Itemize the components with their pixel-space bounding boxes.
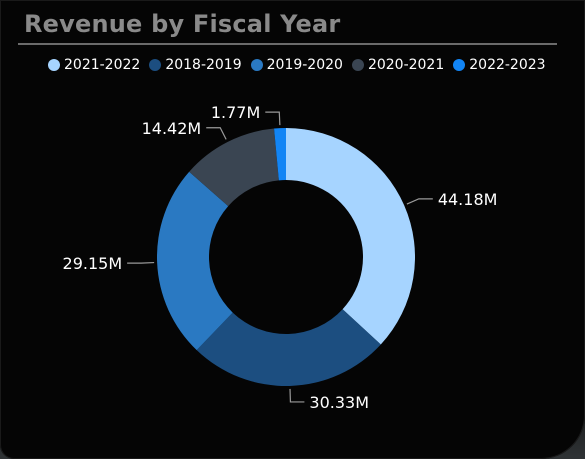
title-divider [18,43,557,45]
donut-slice-2021-2022[interactable] [286,128,416,345]
legend-label: 2021-2022 [64,57,141,73]
legend-item-2021-2022[interactable]: 2021-2022 [48,57,140,73]
legend-label: 2022-2023 [469,57,546,73]
legend-marker [351,59,364,71]
legend-label: 2019-2020 [266,57,343,73]
chart-title: Revenue by Fiscal Year [24,10,341,38]
leader-line [265,111,281,126]
legend-marker [48,59,60,71]
legend-item-2020-2021[interactable]: 2020-2021 [351,57,445,73]
chart-legend: 2021-2022 2018-2019 2019-2020 2020-2021 … [48,57,546,73]
legend-item-2019-2020[interactable]: 2019-2020 [250,57,343,73]
donut-slice-2019-2020[interactable] [157,171,233,351]
legend-marker [149,59,162,71]
leader-line [127,261,155,264]
legend-label: 2020-2021 [367,57,445,73]
legend-marker [453,59,466,71]
data-label-2018-2019: 30.33M [309,393,369,412]
data-label-2020-2021: 14.42M [142,119,202,138]
legend-item-2022-2023[interactable]: 2022-2023 [453,57,546,73]
legend-item-2018-2019[interactable]: 2018-2019 [149,57,242,73]
leader-line [206,127,227,140]
legend-marker [250,59,263,71]
data-label-2019-2020: 29.15M [63,254,123,273]
data-label-2021-2022: 44.18M [438,190,498,209]
leader-line [289,388,305,403]
leader-line [406,198,433,205]
data-label-2022-2023: 1.77M [211,103,260,122]
donut-slice-2022-2023[interactable] [274,128,286,181]
donut-slice-2018-2019[interactable] [196,309,381,387]
donut-slice-2020-2021[interactable] [189,128,279,207]
legend-label: 2018-2019 [165,57,242,73]
